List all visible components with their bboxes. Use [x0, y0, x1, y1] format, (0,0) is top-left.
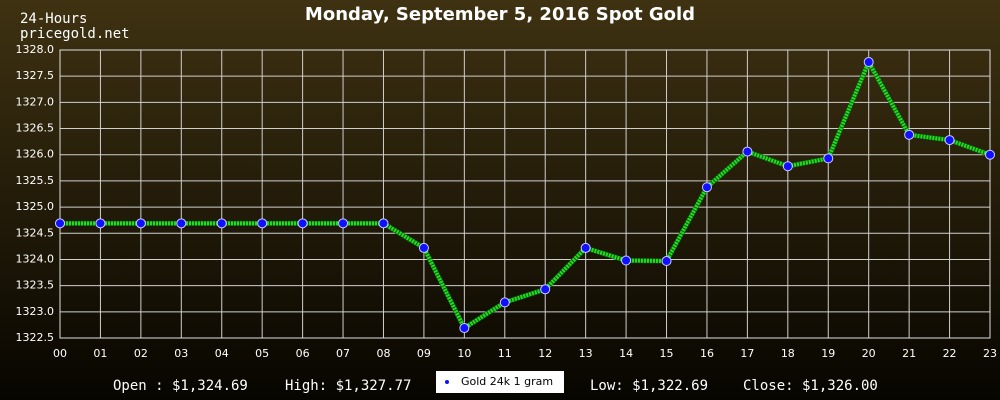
point: [863, 57, 874, 68]
point: [701, 182, 712, 193]
point: [742, 146, 753, 157]
y-tick-label: 1328.0: [16, 43, 55, 56]
line: [60, 57, 991, 331]
y-tick-label: 1322.5: [16, 331, 55, 344]
x-tick-label: 20: [862, 347, 876, 360]
point: [216, 218, 227, 229]
period-label: 24-Hours: [20, 11, 87, 27]
x-tick-label: 22: [943, 347, 957, 360]
x-tick-label: 00: [53, 347, 67, 360]
plot-border: [59, 49, 991, 339]
x-tick-label: 21: [902, 347, 916, 360]
point: [499, 297, 510, 308]
x-tick-label: 07: [336, 347, 350, 360]
point: [338, 218, 349, 229]
y-tick-label: 1326.5: [16, 122, 55, 135]
x-tick-label: 13: [579, 347, 593, 360]
chart-title: Monday, September 5, 2016 Spot Gold: [305, 4, 695, 25]
y-tick-label: 1325.0: [16, 200, 55, 213]
y-tick-label: 1327.5: [16, 69, 55, 82]
point: [944, 135, 955, 146]
x-tick-label: 19: [821, 347, 835, 360]
low-summary: Low: $1,322.69: [590, 378, 708, 394]
high-summary: High: $1,327.77: [285, 378, 411, 394]
point: [782, 161, 793, 172]
legend-marker: [445, 380, 449, 384]
close-summary: Close: $1,326.00: [743, 378, 878, 394]
point: [621, 255, 632, 266]
y-tick-label: 1324.5: [16, 226, 55, 239]
point: [176, 218, 187, 229]
x-tick-label: 15: [660, 347, 674, 360]
point: [55, 218, 65, 229]
x-tick-label: 11: [498, 347, 512, 360]
x-tick-label: 08: [376, 347, 390, 360]
point: [378, 218, 389, 229]
x-tick-label: 23: [983, 347, 997, 360]
y-tick-label: 1323.5: [16, 279, 55, 292]
x-tick-label: 18: [781, 347, 795, 360]
y-tick-label: 1327.0: [16, 95, 55, 108]
point: [297, 218, 308, 229]
point: [904, 129, 915, 140]
x-tick-label: 14: [619, 347, 633, 360]
point: [418, 242, 429, 253]
y-tick-label: 1325.5: [16, 174, 55, 187]
point: [985, 149, 995, 160]
y-tick-label: 1326.0: [16, 148, 55, 161]
x-tick-label: 12: [538, 347, 552, 360]
x-tick-label: 06: [296, 347, 310, 360]
point: [540, 284, 551, 295]
point: [135, 218, 146, 229]
legend: [436, 371, 564, 393]
x-tick-label: 01: [93, 347, 107, 360]
point: [661, 256, 672, 267]
y-tick-label: 1323.0: [16, 305, 55, 318]
x-tick-label: 17: [740, 347, 754, 360]
x-tick-label: 16: [700, 347, 714, 360]
point: [580, 242, 591, 253]
x-tick-label: 02: [134, 347, 148, 360]
legend-label: Gold 24k 1 gram: [461, 375, 553, 388]
point: [95, 218, 106, 229]
point: [257, 218, 268, 229]
y-tick-label: 1324.0: [16, 252, 55, 265]
source: pricegold.net: [20, 26, 130, 42]
x-tick-label: 04: [215, 347, 229, 360]
x-tick-label: 09: [417, 347, 431, 360]
point: [459, 323, 470, 334]
x-tick-label: 03: [174, 347, 188, 360]
x-tick-label: 05: [255, 347, 269, 360]
point: [823, 153, 834, 164]
x-tick-label: 10: [457, 347, 471, 360]
open-summary: Open : $1,324.69: [113, 378, 248, 394]
